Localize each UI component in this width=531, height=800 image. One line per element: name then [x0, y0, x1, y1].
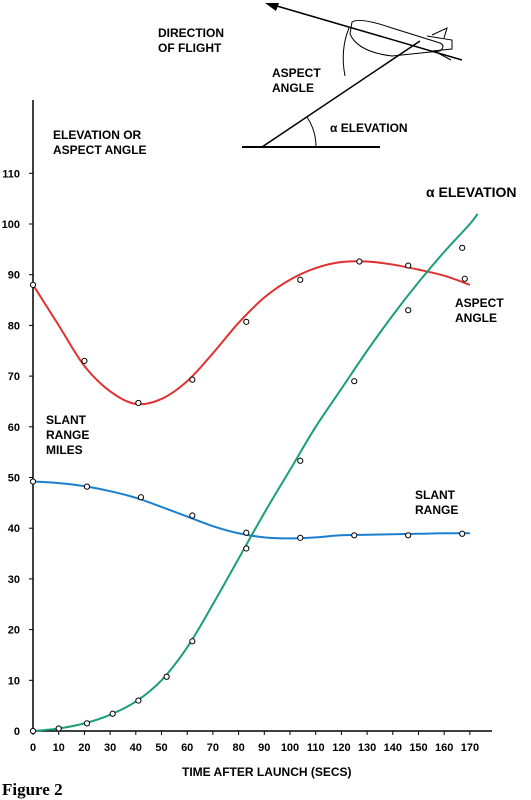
- data-point-marker: [135, 399, 142, 407]
- data-point-marker: [297, 534, 304, 541]
- data-point-marker: [83, 483, 91, 490]
- data-point-marker: [405, 307, 412, 314]
- data-point-marker: [137, 494, 145, 501]
- x-tick-label: 30: [104, 742, 116, 754]
- data-point-marker: [351, 532, 358, 539]
- series-curves: [32, 213, 479, 732]
- y-tick-label: 40: [8, 523, 20, 535]
- x-tick-label: 140: [384, 742, 402, 754]
- series-label-slant-line2: RANGE: [415, 503, 459, 517]
- x-tick-label: 50: [155, 742, 167, 754]
- y-tick-label: 90: [8, 270, 20, 282]
- data-point-marker: [189, 512, 196, 519]
- tick-labels: 0 10 20 30 40 50 60 70 80 90 100 110 120 130 140 150 160…: [2, 168, 479, 754]
- data-point-marker: [243, 529, 250, 536]
- y-tick-label: 60: [8, 422, 20, 434]
- y-tick-label: 10: [8, 675, 20, 687]
- aspect-angle-curve: [32, 260, 471, 406]
- data-point-marker: [163, 673, 170, 680]
- data-point-marker: [356, 258, 363, 265]
- data-point-marker: [135, 697, 142, 704]
- data-point-marker: [243, 318, 250, 325]
- slant-range-curve: [32, 480, 470, 540]
- y-tick-label: 80: [8, 320, 20, 332]
- data-point-marker: [351, 378, 358, 385]
- alpha-elevation-curve: [32, 213, 479, 732]
- missile-icon: [349, 20, 453, 61]
- data-point-marker: [459, 244, 466, 251]
- x-tick-label: 10: [53, 742, 65, 754]
- y-tick-label: 30: [8, 574, 20, 586]
- y-tick-label: 20: [8, 625, 20, 637]
- data-point-marker: [29, 281, 37, 288]
- data-point-marker: [109, 710, 116, 717]
- data-point-marker: [83, 720, 91, 727]
- series-label-slant-line1: SLANT: [415, 488, 455, 502]
- x-tick-label: 0: [30, 742, 36, 754]
- aspect-diagram: [242, 3, 463, 148]
- y-tick-label: 70: [8, 371, 20, 383]
- x-tick-label: 80: [232, 742, 244, 754]
- diagram-elevation-arc: [306, 116, 317, 148]
- y-tick-label: 100: [2, 219, 20, 231]
- data-point-marker: [29, 727, 37, 735]
- figure-caption: Figure 2: [2, 780, 63, 799]
- diagram-aspect-arc: [342, 27, 350, 77]
- x-axis-title: TIME AFTER LAUNCH (SECS): [182, 765, 352, 779]
- y-tick-label: 0: [14, 726, 20, 738]
- y-tick-label: 50: [8, 473, 20, 485]
- x-tick-label: 90: [258, 742, 270, 754]
- data-point-marker: [297, 457, 304, 464]
- data-point-marker: [243, 545, 250, 552]
- y-axis-title-line1: ELEVATION OR: [53, 128, 142, 142]
- series-label-aspect-line2: ANGLE: [455, 311, 497, 325]
- data-point-marker: [405, 532, 412, 539]
- x-tick-label: 130: [358, 742, 376, 754]
- x-tick-label: 120: [332, 742, 350, 754]
- diagram-elevation-line: [261, 40, 421, 148]
- data-point-marker: [29, 478, 37, 485]
- data-point-marker: [55, 725, 62, 732]
- data-point-marker: [189, 376, 196, 383]
- series-label-aspect-line1: ASPECT: [455, 296, 504, 310]
- data-point-marker: [81, 357, 88, 364]
- diagram-flight-direction-arrow: [269, 3, 463, 61]
- data-point-marker: [459, 530, 466, 537]
- data-point-marker: [297, 276, 304, 283]
- x-tick-label: 60: [181, 742, 193, 754]
- x-tick-label: 150: [409, 742, 427, 754]
- direction-label-line2: OF FLIGHT: [158, 41, 222, 55]
- direction-label-line1: DIRECTION: [158, 26, 224, 40]
- x-tick-label: 40: [130, 742, 142, 754]
- x-tick-label: 160: [435, 742, 453, 754]
- y-axis-title-line2: ASPECT ANGLE: [53, 143, 147, 157]
- series-markers: [29, 244, 468, 735]
- x-tick-label: 20: [78, 742, 90, 754]
- x-tick-label: 100: [281, 742, 299, 754]
- aspect-label-line1: ASPECT: [272, 66, 321, 80]
- axis-ticks: [29, 172, 471, 735]
- arrow-head: [265, 3, 279, 11]
- data-point-marker: [189, 638, 196, 645]
- x-tick-label: 170: [461, 742, 479, 754]
- slant-range-miles-line1: SLANT: [46, 413, 86, 427]
- slant-range-miles-line2: RANGE: [46, 428, 90, 442]
- aspect-label-line2: ANGLE: [272, 81, 314, 95]
- diagram-alpha-elevation-label: α ELEVATION: [330, 121, 408, 135]
- x-tick-label: 110: [307, 742, 325, 754]
- x-tick-label: 70: [207, 742, 219, 754]
- slant-range-miles-line3: MILES: [46, 443, 83, 457]
- series-label-alpha-elevation: α ELEVATION: [426, 184, 517, 200]
- data-point-marker: [461, 275, 468, 282]
- y-tick-label: 110: [2, 168, 20, 180]
- data-point-marker: [405, 262, 412, 269]
